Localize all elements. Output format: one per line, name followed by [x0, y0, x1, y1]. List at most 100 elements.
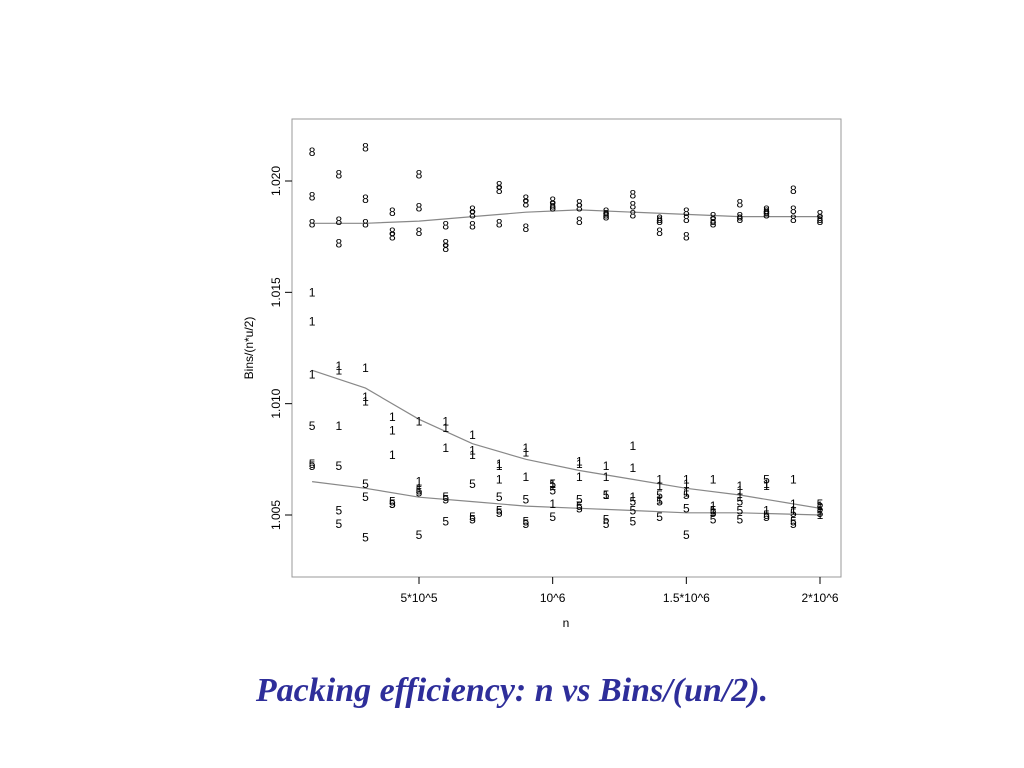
data-point-5: 5	[362, 477, 369, 491]
data-point-8: 8	[309, 216, 316, 230]
data-point-1: 1	[683, 486, 690, 500]
data-point-1: 1	[389, 410, 396, 424]
data-point-5: 5	[389, 495, 396, 509]
data-point-5: 5	[817, 501, 824, 515]
data-point-5: 5	[469, 510, 476, 524]
x-tick-label: 10^6	[540, 591, 566, 605]
data-point-8: 8	[790, 183, 797, 197]
data-point-1: 1	[389, 423, 396, 437]
data-point-8: 8	[710, 214, 717, 228]
data-point-1: 1	[416, 481, 423, 495]
data-point-5: 5	[442, 492, 449, 506]
data-point-1: 1	[496, 457, 503, 471]
data-point-5: 5	[362, 490, 369, 504]
data-point-5: 5	[309, 457, 316, 471]
data-point-5: 5	[790, 506, 797, 520]
data-point-8: 8	[763, 207, 770, 221]
data-point-1: 1	[549, 479, 556, 493]
data-point-5: 5	[603, 513, 610, 527]
data-point-1: 1	[335, 419, 342, 433]
data-point-5: 5	[442, 515, 449, 529]
data-point-1: 1	[469, 448, 476, 462]
data-point-1: 1	[469, 443, 476, 457]
data-point-8: 8	[817, 214, 824, 228]
data-point-8: 8	[817, 212, 824, 226]
data-point-1: 1	[309, 314, 316, 328]
data-point-5: 5	[736, 513, 743, 527]
data-point-1: 1	[710, 504, 717, 518]
data-point-8: 8	[469, 203, 476, 217]
data-point-5: 5	[469, 513, 476, 527]
data-point-5: 5	[656, 510, 663, 524]
data-point-8: 8	[710, 210, 717, 224]
data-point-8: 8	[656, 225, 663, 239]
data-point-8: 8	[576, 196, 583, 210]
data-point-5: 5	[389, 497, 396, 511]
data-point-1: 1	[442, 421, 449, 435]
data-point-5: 5	[576, 492, 583, 506]
data-point-8: 8	[469, 207, 476, 221]
data-point-1: 1	[790, 504, 797, 518]
data-point-1: 1	[656, 492, 663, 506]
data-point-5: 5	[656, 488, 663, 502]
data-point-5: 5	[630, 515, 637, 529]
data-point-8: 8	[549, 201, 556, 215]
data-point-1: 1	[683, 477, 690, 491]
data-point-8: 8	[683, 230, 690, 244]
x-tick-label: 5*10^5	[401, 591, 438, 605]
data-point-1: 1	[656, 479, 663, 493]
data-point-8: 8	[362, 141, 369, 155]
data-point-8: 8	[523, 192, 530, 206]
data-point-1: 1	[523, 470, 530, 484]
data-point-1: 1	[683, 472, 690, 486]
data-point-5: 5	[309, 419, 316, 433]
data-point-1: 1	[790, 497, 797, 511]
slide-caption: Packing efficiency: n vs Bins/(un/2).	[255, 672, 769, 709]
data-point-8: 8	[549, 199, 556, 213]
data-point-5: 5	[549, 510, 556, 524]
data-point-1: 1	[549, 497, 556, 511]
data-point-8: 8	[496, 216, 503, 230]
data-point-5: 5	[630, 495, 637, 509]
data-point-5: 5	[549, 477, 556, 491]
x-axis-title: n	[563, 616, 570, 630]
y-tick-label: 1.015	[269, 277, 283, 307]
data-point-1: 1	[817, 504, 824, 518]
data-point-1: 1	[576, 457, 583, 471]
data-point-5: 5	[496, 506, 503, 520]
data-point-5: 5	[603, 517, 610, 531]
data-point-5: 5	[763, 508, 770, 522]
data-point-8: 8	[416, 167, 423, 181]
data-point-8: 8	[335, 214, 342, 228]
data-point-8: 8	[656, 212, 663, 226]
data-point-5: 5	[416, 528, 423, 542]
data-point-1: 1	[790, 472, 797, 486]
x-tick-label: 2*10^6	[802, 591, 839, 605]
data-point-5: 5	[683, 501, 690, 515]
data-point-1: 1	[603, 470, 610, 484]
data-point-1: 1	[523, 446, 530, 460]
data-point-8: 8	[790, 212, 797, 226]
data-point-1: 1	[469, 428, 476, 442]
data-point-8: 8	[335, 236, 342, 250]
data-point-8: 8	[817, 207, 824, 221]
data-point-8: 8	[576, 214, 583, 228]
data-point-8: 8	[523, 221, 530, 235]
data-point-5: 5	[335, 459, 342, 473]
data-point-5: 5	[790, 515, 797, 529]
data-point-1: 1	[362, 394, 369, 408]
data-point-1: 1	[763, 479, 770, 493]
data-point-5: 5	[603, 488, 610, 502]
data-point-8: 8	[309, 145, 316, 159]
data-point-5: 5	[683, 528, 690, 542]
data-point-1: 1	[576, 470, 583, 484]
data-point-1: 1	[389, 448, 396, 462]
data-point-1: 1	[335, 359, 342, 373]
data-point-1: 1	[710, 499, 717, 513]
data-point-1: 1	[736, 484, 743, 498]
data-point-1: 1	[416, 475, 423, 489]
y-axis-title: Bins/(n*u/2)	[242, 317, 256, 380]
data-point-8: 8	[603, 205, 610, 219]
data-point-8: 8	[442, 236, 449, 250]
